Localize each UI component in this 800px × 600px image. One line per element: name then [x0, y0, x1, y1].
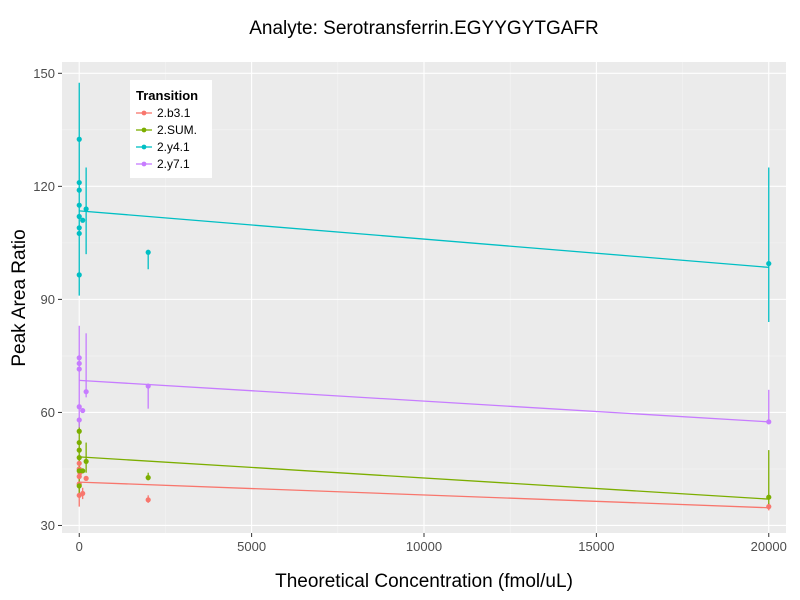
x-tick-label: 10000 — [406, 539, 442, 554]
trend-lines — [79, 210, 769, 509]
x-tick-label: 20000 — [751, 539, 787, 554]
legend-key-point — [141, 110, 147, 116]
data-point — [80, 217, 86, 223]
data-point — [76, 439, 82, 446]
legend-label: 2.b3.1 — [157, 106, 191, 120]
trend-line — [79, 481, 769, 509]
legend-items: 2.b3.1 2.SUM. 2.y4.1 2.y7.1 — [136, 106, 197, 171]
legend-title: Transition — [136, 88, 198, 103]
trend-line — [79, 456, 769, 500]
data-point — [145, 249, 151, 255]
x-tick-label: 0 — [76, 539, 83, 554]
data-point — [76, 230, 82, 237]
data-point — [145, 497, 151, 503]
data-point — [80, 407, 86, 414]
data-point — [76, 404, 82, 410]
y-axis-title: Peak Area Ratio — [9, 229, 30, 366]
data-point — [83, 458, 89, 465]
data-points — [76, 136, 772, 510]
chart-title: Analyte: Serotransferrin.EGYYGYTGAFR — [249, 18, 599, 39]
legend: Transition 2.b3.1 2.SUM. 2.y4.1 2.y7.1 — [130, 80, 212, 178]
data-point — [76, 455, 82, 461]
data-point — [766, 260, 772, 267]
data-point — [76, 136, 82, 142]
y-tick-label: 120 — [33, 179, 55, 194]
legend-label: 2.y7.1 — [157, 157, 190, 171]
x-tick-label: 5000 — [237, 539, 266, 554]
data-point — [76, 460, 82, 466]
data-point — [76, 187, 82, 193]
data-point — [145, 383, 151, 389]
data-point — [766, 494, 772, 500]
data-point — [80, 468, 86, 474]
data-point — [76, 417, 82, 423]
legend-key-point — [141, 127, 147, 133]
data-point — [76, 272, 82, 278]
data-point — [76, 360, 82, 367]
data-point — [76, 355, 82, 361]
data-point — [76, 225, 82, 231]
data-point — [83, 206, 89, 212]
y-axis-ticks: 30 60 90 120 150 — [33, 66, 62, 533]
data-point — [766, 504, 772, 510]
data-point — [76, 483, 82, 489]
x-tick-label: 15000 — [578, 539, 614, 554]
legend-key-point — [141, 161, 147, 167]
y-tick-label: 30 — [41, 518, 55, 533]
data-point — [76, 447, 82, 453]
y-tick-label: 60 — [41, 405, 55, 420]
data-point — [76, 179, 82, 186]
x-axis-ticks: 0 5000 10000 15000 20000 — [76, 533, 787, 554]
data-point — [83, 475, 89, 481]
data-point — [76, 428, 82, 434]
data-point — [766, 419, 772, 425]
legend-key-point — [141, 144, 147, 150]
legend-label: 2.y4.1 — [157, 140, 190, 154]
y-tick-label: 90 — [41, 292, 55, 307]
data-point — [76, 213, 82, 220]
data-point — [76, 202, 82, 208]
trend-line — [79, 379, 769, 423]
data-point — [83, 389, 89, 395]
x-axis-title: Theoretical Concentration (fmol/uL) — [275, 571, 573, 592]
legend-label: 2.SUM. — [157, 123, 197, 137]
data-point — [145, 475, 151, 481]
trend-line — [79, 210, 769, 269]
y-tick-label: 150 — [33, 66, 55, 81]
data-point — [76, 366, 82, 372]
data-point — [80, 490, 86, 497]
